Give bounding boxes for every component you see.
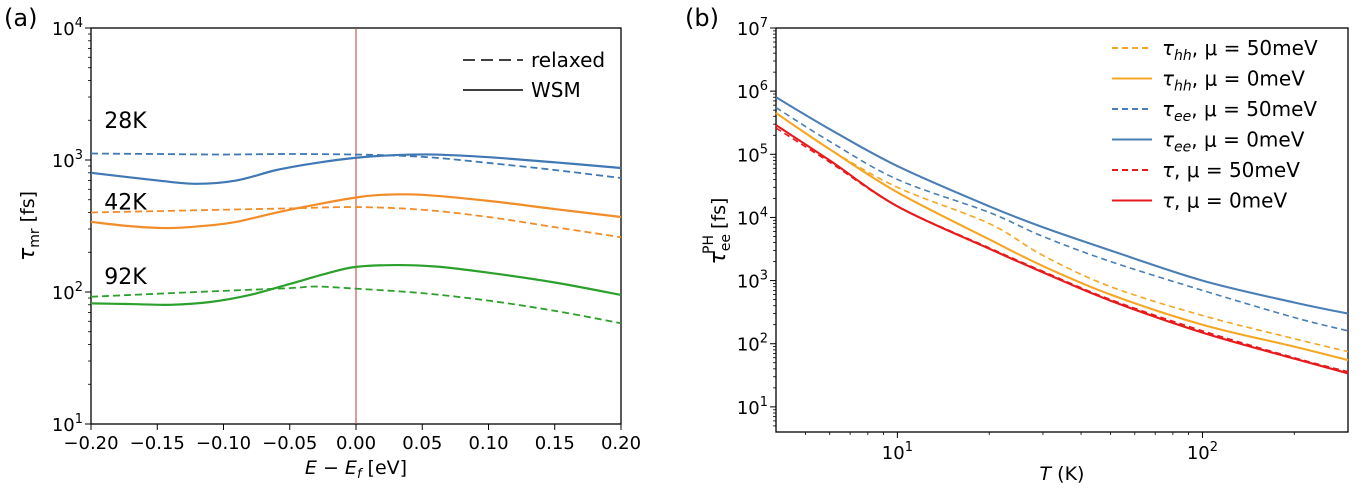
- x-tick-label-a: −0.20: [63, 433, 118, 454]
- y-tick-label-b: 107: [737, 16, 768, 40]
- y-axis-label-a: τmr [fs]: [15, 191, 43, 261]
- x-axis-label-a: E − Ef [eV]: [305, 457, 407, 482]
- x-tick-label-a: −0.10: [196, 433, 251, 454]
- series-line-92K-dashed: [90, 285, 622, 325]
- x-tick-label-a: 0.00: [336, 433, 376, 454]
- y-tick-label-b: 103: [737, 269, 768, 293]
- x-tick-label-b: 102: [1187, 440, 1218, 464]
- x-tick-label-a: 0.15: [535, 433, 575, 454]
- panel-a-label: (a): [4, 4, 37, 32]
- series-line-0: [775, 112, 1349, 353]
- legend-label-4: τ, μ = 50meV: [1162, 158, 1300, 182]
- y-tick-label-a: 104: [52, 16, 83, 40]
- legend-label-0: τhh, μ = 50meV: [1162, 36, 1318, 64]
- x-axis-label-b: T (K): [1040, 463, 1085, 485]
- legend-label-3: τee, μ = 0meV: [1162, 128, 1305, 156]
- series-line-28K-solid: [90, 153, 622, 185]
- x-tick-label-b: 101: [882, 440, 913, 464]
- series-line-1: [775, 112, 1349, 362]
- annotations-a: 28K 42K 92K: [104, 109, 147, 290]
- y-axis-label-b: τeePH [fs]: [701, 198, 734, 265]
- plot-area-b: [775, 27, 1349, 433]
- temperature-label: 28K: [104, 109, 147, 134]
- x-tick-label-a: −0.15: [130, 433, 185, 454]
- chart-panel-b: (b) 101 102 101 102 103 104 105 106 107 τhh, μ =…: [685, 4, 1349, 485]
- legend-label-1: τhh, μ = 0meV: [1162, 67, 1305, 95]
- series-line-92K-solid: [90, 263, 622, 306]
- legend-label-5: τ, μ = 0meV: [1162, 189, 1287, 213]
- x-tick-label-a: 0.10: [468, 433, 508, 454]
- y-tick-label-b: 101: [737, 395, 768, 419]
- x-tick-label-a: −0.05: [262, 433, 317, 454]
- x-tick-label-a: 0.20: [601, 433, 641, 454]
- series-lines-b: [775, 96, 1349, 375]
- temperature-label: 92K: [104, 265, 147, 290]
- series-line-3: [775, 96, 1349, 315]
- legend-label: relaxed: [531, 48, 605, 72]
- x-tick-label-a: 0.05: [402, 433, 442, 454]
- series-line-5: [775, 124, 1349, 375]
- y-tick-label-b: 105: [737, 142, 768, 166]
- series-lines-a: [90, 28, 622, 424]
- chart-panel-a: (a) −0.20 −0.15 −0.10 −0.05 0.00 0.05 0.10 0.15…: [4, 4, 641, 482]
- legend-label-2: τee, μ = 50meV: [1162, 97, 1317, 125]
- axis-ticks-a: −0.20 −0.15 −0.10 −0.05 0.00 0.05 0.10 0.15 0.20…: [52, 16, 641, 454]
- legend-label: WSM: [531, 78, 581, 102]
- y-tick-label-a: 101: [52, 412, 83, 436]
- series-line-2: [775, 106, 1349, 332]
- series-line-42K-dashed: [90, 206, 622, 239]
- y-tick-label-b: 106: [737, 79, 768, 103]
- y-tick-label-a: 102: [52, 280, 83, 304]
- y-tick-label-b: 104: [737, 205, 768, 229]
- temperature-label: 42K: [104, 191, 147, 216]
- series-line-42K-solid: [90, 193, 622, 230]
- panel-b-label: (b): [685, 4, 719, 32]
- series-line-28K-dashed: [90, 152, 622, 179]
- y-tick-label-b: 102: [737, 332, 768, 356]
- y-tick-label-a: 103: [52, 148, 83, 172]
- legend-a: relaxed WSM: [463, 48, 605, 102]
- axis-ticks-b: 101 102 101 102 103 104 105 106 107: [737, 16, 1295, 464]
